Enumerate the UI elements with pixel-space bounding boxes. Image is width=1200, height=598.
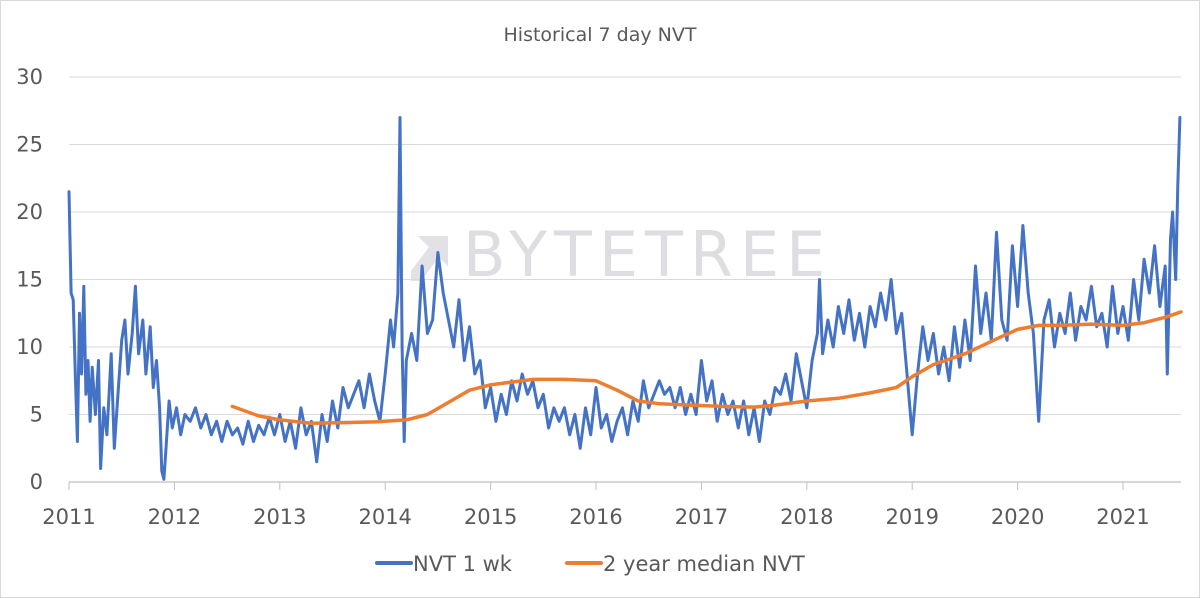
axes: 0 5 10 15 20 25 30 2011 2012 2013 2014 2015 2016 2017… [16,65,1181,529]
x-tick-label: 2020 [991,505,1044,529]
legend-item: NVT 1 wk [375,552,513,576]
y-tick-label: 0 [30,470,43,494]
series-line-median-nvt [230,310,1183,426]
chart-title: Historical 7 day NVT [504,24,697,46]
watermark-text: BYTETREE [463,218,832,291]
legend-label: 2 year median NVT [603,552,805,576]
x-tick-label: 2016 [569,505,622,529]
x-tick-label: 2021 [1096,505,1149,529]
y-tick-label: 5 [30,403,43,427]
x-tick-label: 2017 [675,505,728,529]
y-tick-label: 25 [16,133,43,157]
x-tick-label: 2013 [253,505,306,529]
bytetree-logo-icon [411,236,448,281]
series-line-nvt-1wk [67,116,1182,481]
y-tick-label: 30 [16,65,43,89]
legend-label: NVT 1 wk [413,552,513,576]
x-tick-label: 2011 [42,505,95,529]
x-tick-label: 2014 [358,505,411,529]
series-layer [67,116,1183,481]
x-tick-label: 2018 [780,505,833,529]
y-tick-label: 10 [16,335,43,359]
y-tick-label: 20 [16,200,43,224]
x-tick-label: 2012 [148,505,201,529]
y-tick-label: 15 [16,268,43,292]
x-tick-label: 2015 [464,505,517,529]
watermark: BYTETREE [411,218,832,291]
legend-item: 2 year median NVT [565,552,805,576]
legend: NVT 1 wk 2 year median NVT [375,552,805,576]
x-tick-label: 2019 [885,505,938,529]
